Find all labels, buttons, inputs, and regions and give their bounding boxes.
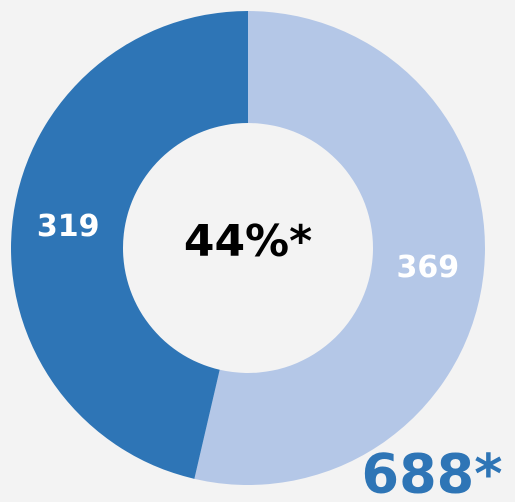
value-label: 319 <box>37 209 100 244</box>
total-label: 688* <box>362 443 503 502</box>
center-label: 44%* <box>184 216 312 267</box>
donut-slice <box>194 11 486 485</box>
donut-slice <box>10 11 249 479</box>
value-label: 369 <box>397 250 460 285</box>
